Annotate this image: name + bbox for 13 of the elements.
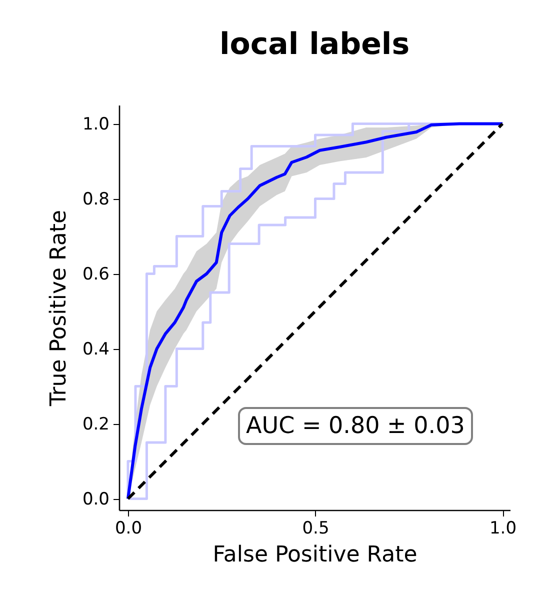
y-tick-label: 1.0 xyxy=(82,114,110,134)
x-tick-label: 0.0 xyxy=(114,518,142,538)
x-tick-label: 0.5 xyxy=(302,518,330,538)
y-axis-title: True Positive Rate xyxy=(46,210,72,407)
y-tick-label: 0.0 xyxy=(82,489,110,510)
chart-title: local labels xyxy=(219,27,410,62)
y-tick-label: 0.4 xyxy=(82,339,110,360)
y-tick-label: 0.6 xyxy=(82,264,110,284)
y-tick-label: 0.2 xyxy=(82,414,110,434)
x-axis-title: False Positive Rate xyxy=(212,542,418,568)
x-tick-label: 1.0 xyxy=(489,518,517,538)
y-tick-label: 0.8 xyxy=(82,189,110,210)
annotation: AUC = 0.80 ± 0.03 xyxy=(238,407,473,445)
